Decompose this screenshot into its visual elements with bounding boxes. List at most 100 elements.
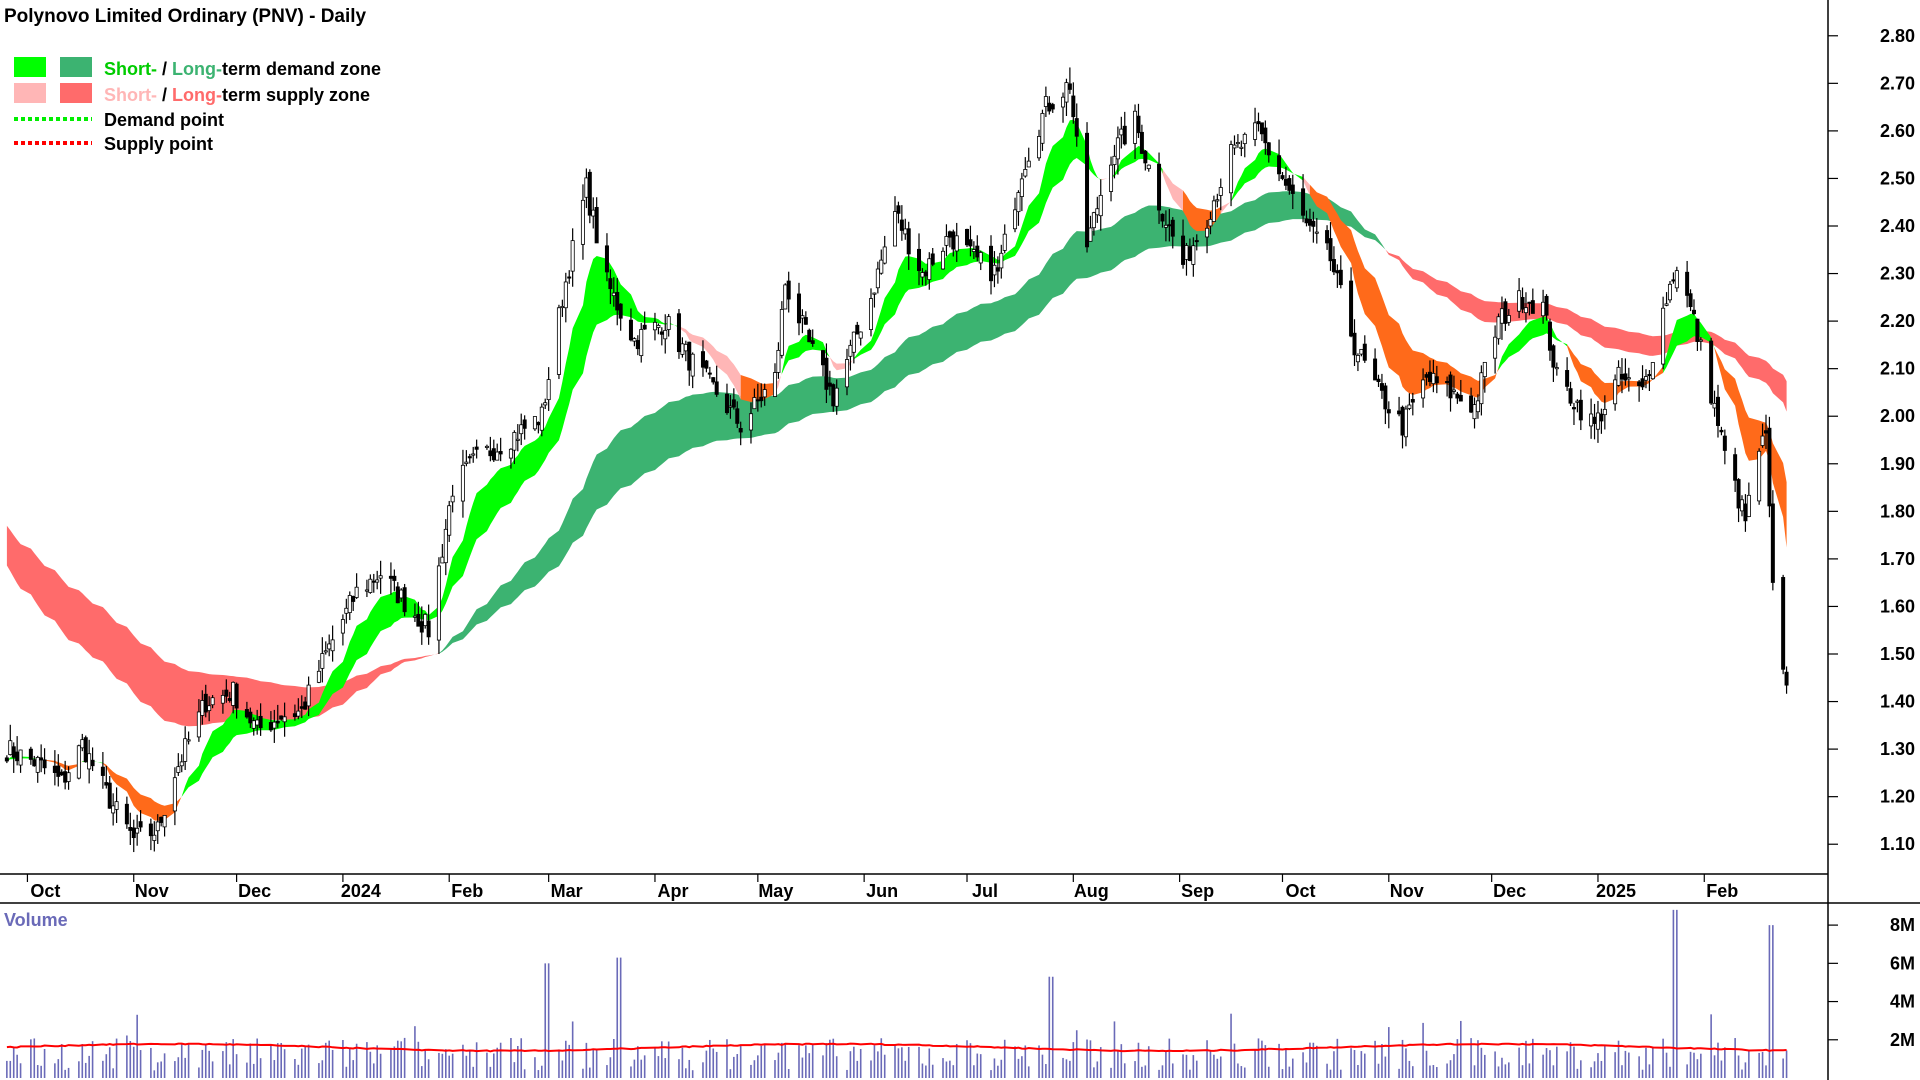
candle-body: [210, 697, 215, 706]
candle-body: [594, 207, 599, 244]
short-term-zone-band: [1303, 177, 1310, 195]
candle-body: [1568, 388, 1573, 404]
candle-body: [728, 405, 733, 408]
y-tick-label: 2.30: [1880, 264, 1915, 284]
candle-body: [923, 271, 928, 277]
volume-label: Volume: [4, 910, 68, 930]
x-tick-label: Aug: [1074, 881, 1109, 901]
candle-body: [1578, 399, 1583, 421]
candle-body: [563, 281, 568, 309]
candle-body: [1235, 142, 1240, 145]
candle-body: [162, 814, 167, 828]
candle-body: [1739, 499, 1744, 512]
x-tick-label: 2025: [1596, 881, 1636, 901]
candle-body: [700, 351, 705, 368]
candle-body: [1218, 187, 1223, 196]
x-tick-label: Oct: [1285, 881, 1315, 901]
candle-body: [724, 393, 729, 414]
candle-body: [87, 753, 92, 770]
candle-body: [1733, 454, 1738, 481]
candle-body: [1397, 410, 1402, 415]
volume-y-tick-label: 4M: [1890, 992, 1915, 1012]
candle-body: [1698, 339, 1703, 342]
candle-body: [1379, 383, 1384, 391]
candle-body: [320, 653, 325, 669]
candle-body: [35, 756, 40, 773]
candle-body: [1547, 321, 1552, 351]
candle-body: [954, 235, 959, 252]
candle-body: [1088, 227, 1093, 242]
candle-body: [1475, 400, 1480, 413]
candle-body: [1616, 366, 1621, 386]
candle-body: [587, 171, 592, 216]
candle-body: [183, 738, 188, 762]
candle-body: [1376, 378, 1381, 383]
candle-body: [1770, 503, 1775, 583]
candle-body: [1194, 240, 1199, 243]
candle-body: [1181, 235, 1186, 265]
candle-body: [426, 620, 431, 638]
candle-body: [59, 771, 64, 776]
legend-demand-point-label: Demand point: [104, 110, 224, 130]
candle-body: [567, 276, 572, 279]
candle-body: [1050, 104, 1055, 110]
candle-body: [275, 720, 280, 724]
candle-body: [992, 264, 997, 276]
candle-body: [1554, 367, 1559, 370]
candle-body: [1067, 83, 1072, 90]
candle-body: [1643, 376, 1648, 381]
candle-body: [1311, 220, 1316, 227]
candle-body: [1736, 479, 1741, 509]
candle-body: [279, 715, 284, 720]
candle-body: [851, 331, 856, 353]
candle-body: [1499, 308, 1504, 324]
candle-body: [893, 211, 898, 247]
short-term-zone-band: [1714, 348, 1787, 548]
candle-body: [608, 278, 613, 290]
candle-body: [1283, 179, 1288, 186]
candle-body: [1338, 269, 1343, 286]
candle-body: [18, 749, 23, 766]
candle-body: [711, 377, 716, 383]
candle-body: [560, 306, 565, 309]
candle-body: [292, 713, 297, 718]
candle-body: [642, 324, 647, 330]
candle-body: [752, 397, 757, 410]
candle-body: [28, 748, 33, 760]
candle-body: [810, 340, 815, 344]
candle-body: [1325, 230, 1330, 244]
candle-body: [965, 228, 970, 246]
candle-body: [690, 353, 695, 377]
candle-body: [1071, 95, 1076, 118]
candle-body: [632, 338, 637, 342]
candle-body: [8, 740, 13, 755]
candle-body: [927, 258, 932, 280]
y-tick-label: 2.60: [1880, 121, 1915, 141]
candle-body: [1263, 127, 1268, 144]
candle-body: [1091, 212, 1096, 229]
candle-body: [1040, 113, 1045, 144]
short-term-zone-band: [853, 119, 1101, 360]
candle-body: [1719, 429, 1724, 433]
candle-body: [536, 421, 541, 426]
y-tick-label: 1.40: [1880, 692, 1915, 712]
candle-body: [1400, 406, 1405, 436]
candle-body: [351, 596, 356, 602]
y-tick-label: 1.60: [1880, 596, 1915, 616]
candle-body: [1575, 400, 1580, 403]
candle-body: [474, 446, 479, 450]
candle-body: [1266, 142, 1271, 156]
candle-body: [875, 268, 880, 289]
candle-body: [1763, 430, 1768, 434]
candle-body: [635, 340, 640, 350]
candle-body: [941, 250, 946, 270]
zone-bands: [6, 119, 1787, 821]
candle-body: [1424, 374, 1429, 378]
candle-body: [824, 357, 829, 390]
candle-body: [1695, 318, 1700, 342]
candle-body: [1451, 389, 1456, 392]
candle-body: [831, 384, 836, 407]
candle-body: [1503, 301, 1508, 324]
candle-body: [244, 709, 249, 718]
